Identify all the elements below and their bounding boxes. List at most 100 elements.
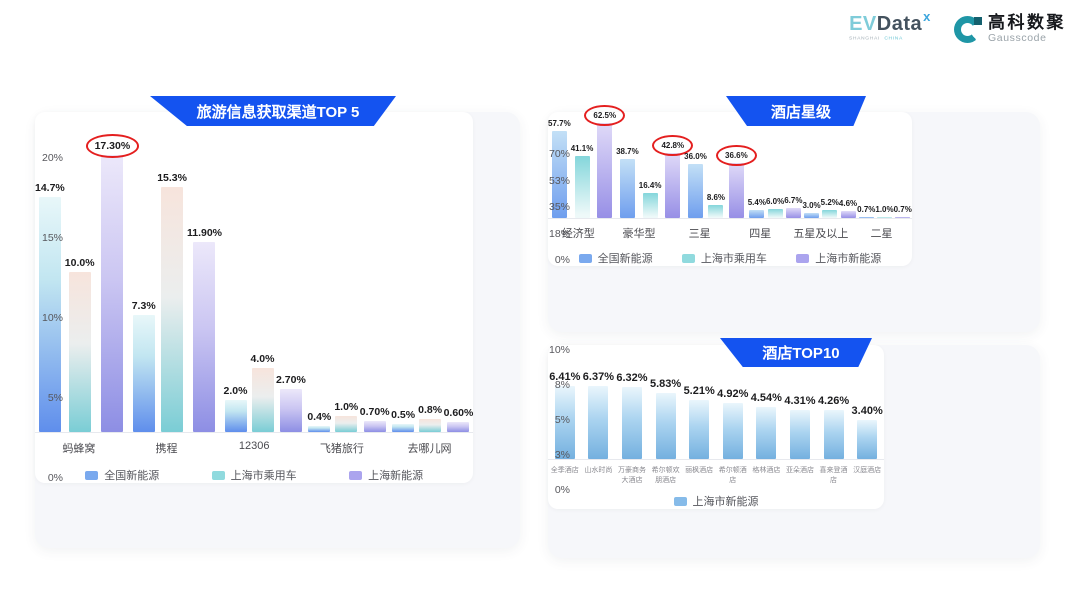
bar-with-label: 42.8%: [652, 135, 693, 218]
hotel-top10-title-banner: 酒店TOP10: [720, 338, 872, 367]
gausscode-name-cn: 高科数聚: [988, 13, 1066, 32]
bar-group: 38.7% 16.4% 42.8%: [616, 112, 693, 218]
value-label: 36.0%: [684, 151, 707, 161]
value-label: 4.26%: [817, 395, 850, 408]
category-label: 喜来登酒店: [819, 467, 848, 484]
legend-item[interactable]: 上海新能源: [349, 467, 423, 483]
bar: [858, 216, 874, 218]
bar-group: 6.41%: [548, 345, 582, 459]
bar-with-label: 4.31%: [784, 395, 816, 459]
value-label: 3.40%: [851, 405, 883, 418]
value-label: 3.0%: [802, 201, 821, 211]
legend-label: 上海市乘用车: [700, 253, 767, 265]
value-label: 5.2%: [820, 198, 839, 208]
y-axis-tick: 3%: [554, 449, 570, 461]
bar-with-label: 5.21%: [684, 385, 715, 459]
bar-group: 4.26%: [817, 345, 851, 459]
value-label: 6.32%: [616, 371, 648, 384]
bar-with-label: 0.5%: [390, 409, 417, 432]
bar-with-label: 16.4%: [638, 181, 662, 218]
evdata-logo-data: Data: [876, 13, 923, 36]
bar-with-label: 2.0%: [222, 385, 249, 432]
bar: [857, 420, 878, 459]
legend-item[interactable]: 上海市新能源: [796, 250, 881, 266]
bar: [132, 315, 155, 432]
chart-legend: 上海市新能源: [548, 485, 884, 509]
legend-item[interactable]: 上海市新能源: [673, 493, 759, 509]
bar: [574, 155, 590, 218]
bar-with-label: 14.7%: [35, 182, 65, 432]
y-axis: 10% 8% 5% 3% 0%: [548, 344, 570, 496]
legend-item[interactable]: 全国新能源: [578, 250, 653, 266]
plot-panel: 14.7% 10.0% 17.30% 7.3% 15.3% 11.90% 2.0% 4.0% 2…: [35, 112, 474, 483]
legend-item[interactable]: 全国新能源: [85, 467, 159, 483]
bar-group: 7.3% 15.3% 11.90%: [130, 112, 222, 432]
legend-label: 全国新能源: [597, 253, 653, 265]
legend-label: 上海市乘用车: [230, 470, 297, 482]
bar-with-label: 4.0%: [249, 353, 276, 432]
legend-swatch: [349, 470, 363, 480]
value-label: 0.4%: [307, 410, 332, 423]
bar-with-label: 17.30%: [85, 134, 139, 432]
bar-with-label: 62.5%: [584, 105, 625, 218]
hotel-stars-chart-card: 70% 53% 35% 18% 0% 57.7% 41.1% 62.5% 38.7% 16.4%…: [548, 105, 1040, 332]
value-label: 6.41%: [549, 370, 581, 383]
bar: [804, 213, 820, 218]
plot-area: 57.7% 41.1% 62.5% 38.7% 16.4% 42.8% 36.0% 8.6% 3…: [548, 105, 912, 219]
value-label: 57.7%: [548, 118, 571, 128]
bar-with-label: 6.7%: [784, 196, 802, 218]
bar-group: 5.4% 6.0% 6.7%: [748, 112, 802, 218]
travel-channels-chart-card: 20% 15% 10% 5% 0% 14.7% 10.0% 17.30% 7.3% 15.3% 1…: [35, 112, 520, 548]
bar: [38, 196, 61, 432]
bar-group: 4.31%: [783, 345, 817, 459]
gausscode-name-en: Gausscode: [988, 31, 1047, 44]
bar: [789, 409, 810, 459]
legend-item[interactable]: 上海市乘用车: [211, 467, 297, 483]
bar: [756, 407, 777, 459]
value-label: 16.4%: [638, 181, 662, 191]
category-label: 汉庭酒店: [853, 467, 882, 474]
value-label: 6.7%: [784, 195, 803, 205]
evdata-logo-subtext: SHANGHAI CHINA: [849, 36, 903, 41]
bar-with-label: 5.83%: [650, 378, 681, 459]
bar-with-label: 4.54%: [751, 392, 782, 459]
bar: [822, 210, 838, 218]
legend-item[interactable]: 上海市乘用车: [681, 250, 767, 266]
bar-group: 4.92%: [716, 345, 750, 459]
bar-with-label: 38.7%: [616, 147, 639, 218]
y-axis-tick: 53%: [548, 174, 570, 187]
bar: [619, 159, 635, 218]
value-label: 0.60%: [443, 407, 474, 420]
chart-legend: 全国新能源 上海市乘用车 上海新能源: [35, 456, 473, 483]
category-label: 希尔顿酒店: [718, 467, 747, 484]
bar-with-label: 1.0%: [875, 205, 894, 218]
bar: [68, 272, 91, 432]
bar-with-label: 3.40%: [852, 405, 883, 459]
value-label: 0.7%: [857, 204, 876, 214]
value-label: 0.5%: [391, 409, 416, 421]
category-label: 希尔顿欢朋酒店: [651, 467, 680, 484]
bar-with-label: 15.3%: [157, 172, 187, 432]
bar: [785, 207, 801, 218]
bar-with-label: 0.70%: [360, 406, 390, 432]
y-axis-tick: 10%: [548, 344, 570, 356]
value-label: 0.70%: [359, 405, 390, 418]
bar-with-label: 57.7%: [548, 119, 571, 218]
value-label: 2.0%: [223, 385, 248, 397]
legend-label: 上海市新能源: [692, 496, 759, 508]
chart-title: 旅游信息获取渠道TOP 5: [196, 103, 360, 121]
category-label: 12306: [238, 440, 270, 452]
evdata-sub-china: CHINA: [884, 35, 903, 42]
bar: [665, 153, 681, 218]
bar: [895, 216, 911, 218]
category-label: 携程: [155, 443, 178, 455]
legend-swatch: [211, 470, 225, 480]
legend-swatch: [85, 470, 99, 480]
value-label: 7.3%: [131, 300, 156, 313]
value-label: 4.92%: [717, 387, 749, 400]
bar-with-label: 10.0%: [65, 257, 95, 432]
bar-group: 0.5% 0.8% 0.60%: [390, 112, 474, 432]
bar-group: 3.40%: [850, 345, 884, 459]
bar: [722, 402, 743, 459]
